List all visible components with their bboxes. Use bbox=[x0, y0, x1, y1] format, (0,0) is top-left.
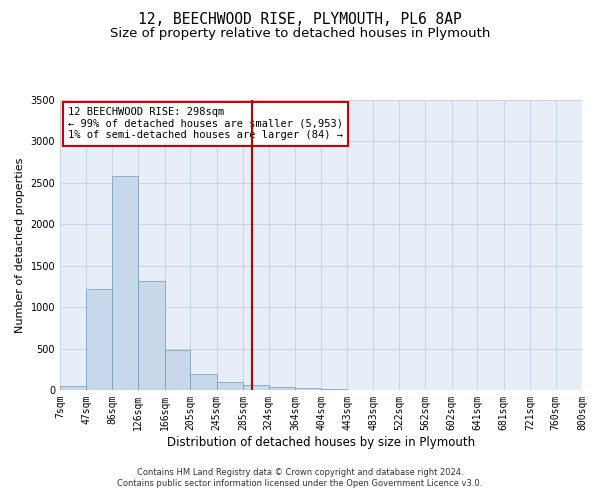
Bar bbox=[60, 386, 86, 390]
Text: Contains HM Land Registry data © Crown copyright and database right 2024.: Contains HM Land Registry data © Crown c… bbox=[137, 468, 463, 477]
Bar bbox=[243, 386, 269, 390]
Text: 12, BEECHWOOD RISE, PLYMOUTH, PL6 8AP: 12, BEECHWOOD RISE, PLYMOUTH, PL6 8AP bbox=[138, 12, 462, 28]
Bar bbox=[139, 282, 164, 390]
Bar bbox=[322, 389, 347, 390]
X-axis label: Distribution of detached houses by size in Plymouth: Distribution of detached houses by size … bbox=[167, 436, 475, 448]
Bar bbox=[86, 289, 112, 390]
Text: Size of property relative to detached houses in Plymouth: Size of property relative to detached ho… bbox=[110, 28, 490, 40]
Text: 12 BEECHWOOD RISE: 298sqm
← 99% of detached houses are smaller (5,953)
1% of sem: 12 BEECHWOOD RISE: 298sqm ← 99% of detac… bbox=[68, 108, 343, 140]
Text: Contains public sector information licensed under the Open Government Licence v3: Contains public sector information licen… bbox=[118, 480, 482, 488]
Bar bbox=[295, 388, 322, 390]
Bar bbox=[217, 382, 243, 390]
Bar bbox=[164, 350, 190, 390]
Bar bbox=[112, 176, 139, 390]
Y-axis label: Number of detached properties: Number of detached properties bbox=[15, 158, 25, 332]
Bar bbox=[269, 386, 295, 390]
Bar bbox=[190, 374, 217, 390]
